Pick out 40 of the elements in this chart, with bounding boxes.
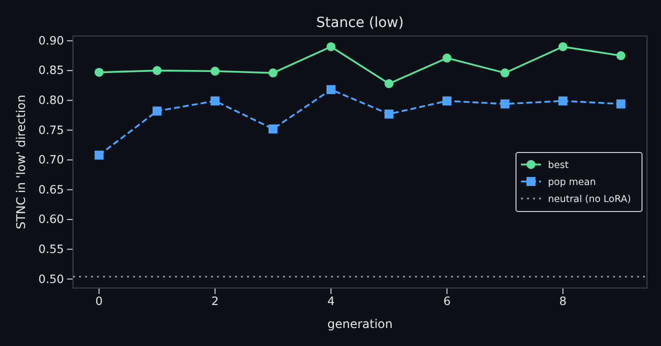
point	[558, 42, 568, 52]
point	[384, 79, 394, 88]
x-tick-label: 4	[327, 294, 335, 308]
y-tick-label: 0.90	[38, 33, 64, 48]
point	[558, 96, 568, 106]
y-tick-label: 0.55	[38, 242, 64, 256]
y-tick-label: 0.70	[38, 152, 64, 167]
y-tick-label: 0.65	[38, 182, 64, 196]
legend-label: pop mean	[548, 177, 596, 188]
point	[210, 66, 220, 76]
point	[152, 66, 162, 76]
y-tick-label: 0.80	[38, 93, 64, 108]
point	[442, 54, 452, 63]
point	[616, 51, 626, 60]
point	[616, 99, 626, 108]
point	[326, 42, 336, 52]
x-axis-title: generation	[327, 317, 393, 331]
y-axis-title: STNC in 'low' direction	[14, 94, 28, 230]
y-tick-label: 0.85	[38, 63, 64, 78]
legend-label: best	[548, 160, 569, 171]
y-tick-label: 0.60	[38, 212, 64, 226]
point	[500, 99, 510, 108]
point	[442, 96, 452, 106]
y-tick-label: 0.75	[38, 122, 64, 137]
chart-title: Stance (low)	[316, 15, 404, 31]
x-tick-label: 8	[559, 294, 567, 308]
x-tick-label: 6	[443, 294, 451, 308]
point	[326, 85, 336, 94]
point	[268, 124, 278, 134]
point	[152, 106, 162, 116]
y-tick-label: 0.50	[38, 272, 64, 286]
point	[210, 96, 220, 106]
point	[384, 110, 394, 119]
point	[94, 68, 104, 77]
point	[500, 68, 510, 78]
x-tick-label: 2	[211, 294, 219, 308]
point	[94, 150, 104, 160]
x-tick-label: 0	[95, 294, 103, 308]
point	[268, 68, 278, 78]
legend-label: neutral (no LoRA)	[548, 194, 631, 205]
